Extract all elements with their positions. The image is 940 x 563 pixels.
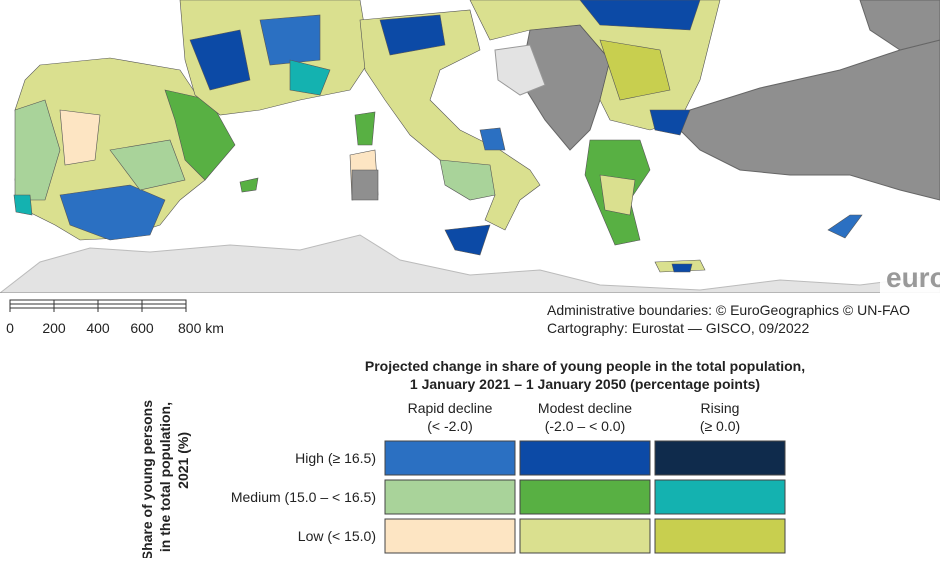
legend-cell (654, 440, 786, 476)
column-range: (-2.0 – < 0.0) (545, 418, 626, 434)
row-label: Medium (15.0 – < 16.5) (231, 489, 376, 505)
scale-label: 600 (130, 320, 154, 336)
column-header: Rapid decline (408, 400, 493, 416)
legend-title: Projected change in share of young peopl… (365, 358, 805, 374)
row-label: High (≥ 16.5) (295, 450, 376, 466)
credit: Administrative boundaries: © EuroGeograp… (547, 302, 910, 318)
legend-axis-label: Share of young persons (139, 400, 155, 558)
legend-cell (384, 518, 516, 554)
credit: Cartography: Eurostat — GISCO, 09/2022 (547, 320, 809, 336)
scale-label: 400 (86, 320, 110, 336)
map (0, 0, 940, 293)
logo: eurostat (886, 262, 940, 293)
scale-label: 800 km (178, 320, 224, 336)
scale-bar (9, 299, 187, 312)
column-header: Rising (701, 400, 740, 416)
legend-cell (654, 518, 786, 554)
legend-cell (654, 479, 786, 515)
scale-label: 200 (42, 320, 66, 336)
column-header: Modest decline (538, 400, 632, 416)
legend-cell (519, 440, 651, 476)
legend-cell (384, 440, 516, 476)
legend-cell (384, 479, 516, 515)
legend-axis-label: in the total population, (157, 402, 173, 552)
legend-cell (519, 479, 651, 515)
column-range: (< -2.0) (427, 418, 473, 434)
column-range: (≥ 0.0) (700, 418, 740, 434)
legend-axis-label: 2021 (%) (175, 432, 191, 489)
row-label: Low (< 15.0) (298, 528, 376, 544)
scale-label: 0 (6, 320, 14, 336)
legend-title: 1 January 2021 – 1 January 2050 (percent… (410, 376, 760, 392)
legend-cell (519, 518, 651, 554)
